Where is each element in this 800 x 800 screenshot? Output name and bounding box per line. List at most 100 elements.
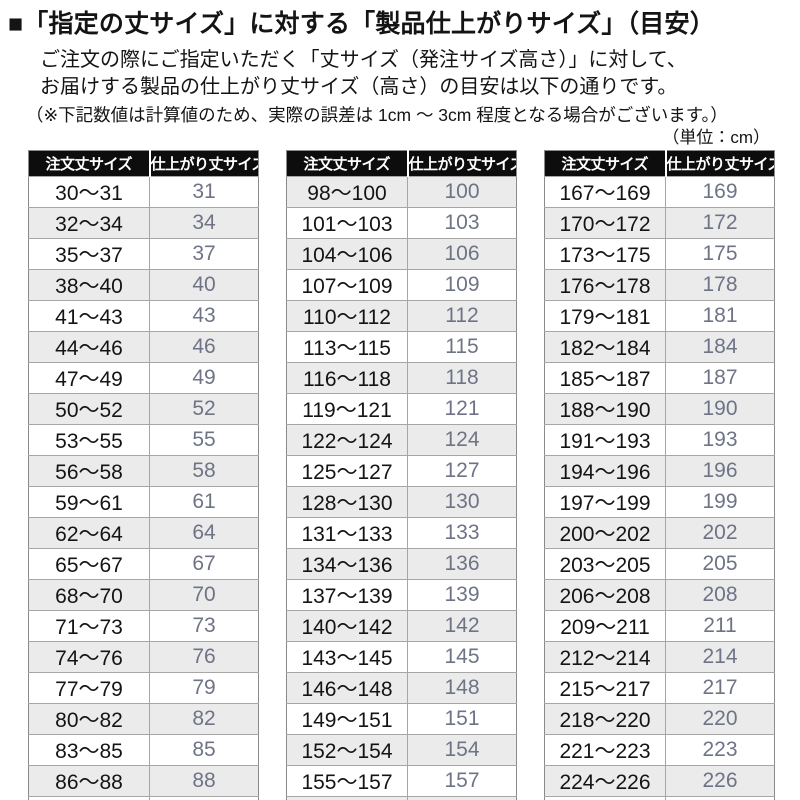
order-size-cell: 59～61 <box>28 485 150 517</box>
finished-size-cell: 76 <box>149 640 259 672</box>
order-size-cell: 131～133 <box>286 516 408 548</box>
finished-size-cell: 49 <box>149 361 259 393</box>
table-row: 221～223 223 <box>544 733 775 765</box>
finished-size-cell: 196 <box>665 454 775 486</box>
order-size-cell: 44～46 <box>28 330 150 362</box>
table-row: 167～169 169 <box>544 175 775 207</box>
table-row: 209～211 211 <box>544 609 775 641</box>
table-row: 149～151 151 <box>286 702 517 734</box>
order-size-cell: 218～220 <box>544 702 666 734</box>
finished-size-cell: 184 <box>665 330 775 362</box>
order-size-cell: 215～217 <box>544 671 666 703</box>
table-row: 30～31 31 <box>28 175 259 207</box>
size-table-left: 注文丈サイズ 仕上がり丈サイズ 30～31 31 32～34 34 35～37 37 38～4… <box>28 149 259 800</box>
order-size-header: 注文丈サイズ <box>286 150 408 176</box>
finished-size-cell: 154 <box>407 733 517 765</box>
finished-size-header: 仕上がり丈サイズ <box>148 150 259 176</box>
description-line-1: ご注文の際にご指定いただく「丈サイズ（発注サイズ高さ）」に対して、 <box>40 48 687 71</box>
size-table-right: 注文丈サイズ 仕上がり丈サイズ 167～169 169 170～172 172 173～1… <box>544 149 775 800</box>
order-size-cell: 89～91 <box>28 795 150 800</box>
finished-size-cell: 190 <box>665 392 775 424</box>
table-row: 47～49 49 <box>28 361 259 393</box>
table-row: 128～130 130 <box>286 485 517 517</box>
order-size-cell: 191～193 <box>544 423 666 455</box>
table-row: 197～199 199 <box>544 485 775 517</box>
finished-size-cell: 46 <box>149 330 259 362</box>
order-size-cell: 182～184 <box>544 330 666 362</box>
order-size-cell: 128～130 <box>286 485 408 517</box>
table-row: 32～34 34 <box>28 206 259 238</box>
order-size-cell: 197～199 <box>544 485 666 517</box>
finished-size-cell: 172 <box>665 206 775 238</box>
finished-size-cell: 118 <box>407 361 517 393</box>
finished-size-cell: 64 <box>149 516 259 548</box>
finished-size-cell: 31 <box>149 175 259 207</box>
order-size-cell: 143～145 <box>286 640 408 672</box>
order-size-cell: 137～139 <box>286 578 408 610</box>
table-row: 86～88 88 <box>28 764 259 796</box>
unit-label: （単位：cm） <box>662 127 770 147</box>
finished-size-cell: 157 <box>407 764 517 796</box>
finished-size-cell: 127 <box>407 454 517 486</box>
order-size-cell: 110～112 <box>286 299 408 331</box>
table-row: 155～157 157 <box>286 764 517 796</box>
finished-size-cell: 202 <box>665 516 775 548</box>
finished-size-cell: 100 <box>407 175 517 207</box>
order-size-cell: 32～34 <box>28 206 150 238</box>
order-size-cell: 56～58 <box>28 454 150 486</box>
order-size-cell: 158～160 <box>286 795 408 800</box>
order-size-cell: 65～67 <box>28 547 150 579</box>
table-row: 179～181 181 <box>544 299 775 331</box>
finished-size-header: 仕上がり丈サイズ <box>664 150 775 176</box>
finished-size-cell: 220 <box>665 702 775 734</box>
table-row: 173～175 175 <box>544 237 775 269</box>
order-size-cell: 200～202 <box>544 516 666 548</box>
finished-size-cell: 229 <box>665 795 775 800</box>
finished-size-cell: 148 <box>407 671 517 703</box>
table-row: 74～76 76 <box>28 640 259 672</box>
finished-size-cell: 217 <box>665 671 775 703</box>
order-size-cell: 68～70 <box>28 578 150 610</box>
order-size-cell: 74～76 <box>28 640 150 672</box>
finished-size-cell: 34 <box>149 206 259 238</box>
order-size-cell: 80～82 <box>28 702 150 734</box>
finished-size-cell: 133 <box>407 516 517 548</box>
finished-size-cell: 58 <box>149 454 259 486</box>
table-row: 194～196 196 <box>544 454 775 486</box>
page-title: ■「指定の丈サイズ」に対する「製品仕上がりサイズ」（目安） <box>8 10 715 38</box>
order-size-cell: 212～214 <box>544 640 666 672</box>
finished-size-cell: 73 <box>149 609 259 641</box>
order-size-cell: 116～118 <box>286 361 408 393</box>
table-row: 56～58 58 <box>28 454 259 486</box>
finished-size-cell: 181 <box>665 299 775 331</box>
order-size-cell: 38～40 <box>28 268 150 300</box>
table-row: 137～139 139 <box>286 578 517 610</box>
order-size-cell: 86～88 <box>28 764 150 796</box>
finished-size-cell: 40 <box>149 268 259 300</box>
order-size-cell: 107～109 <box>286 268 408 300</box>
order-size-cell: 227～229 <box>544 795 666 800</box>
table-row: 77～79 79 <box>28 671 259 703</box>
order-size-cell: 185～187 <box>544 361 666 393</box>
order-size-cell: 188～190 <box>544 392 666 424</box>
table-row: 83～85 85 <box>28 733 259 765</box>
table-row: 224～226 226 <box>544 764 775 796</box>
finished-size-cell: 70 <box>149 578 259 610</box>
table-row: 71～73 73 <box>28 609 259 641</box>
finished-size-cell: 178 <box>665 268 775 300</box>
order-size-cell: 140～142 <box>286 609 408 641</box>
finished-size-cell: 82 <box>149 702 259 734</box>
order-size-cell: 53～55 <box>28 423 150 455</box>
order-size-cell: 221～223 <box>544 733 666 765</box>
table-row: 134～136 136 <box>286 547 517 579</box>
table-row: 191～193 193 <box>544 423 775 455</box>
order-size-cell: 176～178 <box>544 268 666 300</box>
table-row: 38～40 40 <box>28 268 259 300</box>
order-size-cell: 152～154 <box>286 733 408 765</box>
finished-size-cell: 121 <box>407 392 517 424</box>
finished-size-cell: 136 <box>407 547 517 579</box>
table-row: 200～202 202 <box>544 516 775 548</box>
finished-size-cell: 145 <box>407 640 517 672</box>
finished-size-cell: 55 <box>149 423 259 455</box>
table-row: 206～208 208 <box>544 578 775 610</box>
